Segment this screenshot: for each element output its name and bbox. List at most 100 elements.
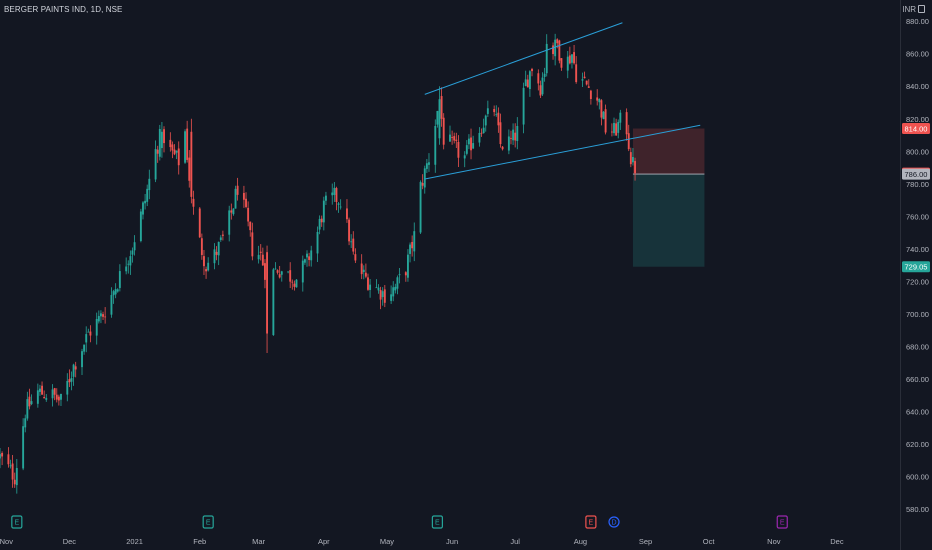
candle-body bbox=[36, 390, 39, 404]
candle-body bbox=[99, 313, 102, 317]
candle bbox=[310, 245, 313, 267]
candle bbox=[276, 269, 279, 275]
candle bbox=[232, 208, 235, 216]
event-marker-label: E bbox=[206, 520, 211, 527]
event-marker[interactable]: E bbox=[776, 515, 788, 529]
candle bbox=[499, 113, 502, 148]
event-marker[interactable]: E bbox=[431, 515, 443, 529]
candle bbox=[142, 201, 144, 220]
candle-body bbox=[22, 426, 25, 469]
candle bbox=[156, 145, 159, 163]
candle bbox=[339, 199, 342, 210]
candle-body bbox=[205, 269, 208, 272]
candle-body bbox=[335, 188, 338, 202]
candle-body bbox=[453, 136, 456, 141]
candle bbox=[346, 199, 348, 223]
candle-body bbox=[295, 279, 298, 288]
x-tick-label: Aug bbox=[574, 537, 587, 546]
candle-body bbox=[310, 250, 313, 261]
candle bbox=[89, 325, 92, 343]
x-tick-label: Mar bbox=[252, 537, 265, 546]
candle bbox=[573, 45, 576, 65]
candle bbox=[249, 221, 252, 237]
position-zones[interactable] bbox=[632, 128, 705, 267]
candle bbox=[13, 472, 16, 488]
candle-body bbox=[337, 203, 340, 205]
candle bbox=[377, 284, 380, 294]
candle bbox=[524, 70, 527, 87]
candle-body bbox=[510, 137, 512, 139]
time-axis[interactable]: Nov Dec 2021 Feb Mar Apr May Jun Jul Aug Sep Oct Nov… bbox=[0, 537, 844, 546]
candle-body bbox=[615, 123, 618, 136]
candle bbox=[160, 122, 163, 158]
candle-body bbox=[9, 465, 12, 467]
price-label: 814.00 bbox=[902, 123, 930, 135]
trendlines[interactable] bbox=[424, 22, 701, 180]
candle bbox=[470, 128, 472, 160]
event-marker[interactable]: D bbox=[608, 516, 620, 528]
candle-body bbox=[259, 251, 262, 253]
candle bbox=[110, 287, 113, 318]
trendline[interactable] bbox=[424, 22, 623, 95]
candle bbox=[316, 226, 319, 263]
candle bbox=[97, 310, 100, 324]
candle bbox=[9, 459, 12, 469]
candle bbox=[230, 203, 233, 220]
candle bbox=[139, 208, 142, 243]
candle-body bbox=[278, 274, 281, 278]
candle bbox=[295, 278, 298, 288]
earnings-icon bbox=[776, 515, 788, 529]
candle-body bbox=[215, 251, 218, 255]
candle-body bbox=[236, 185, 239, 195]
currency-text: INR bbox=[902, 5, 916, 14]
earnings-icon bbox=[202, 515, 214, 529]
candle-body bbox=[190, 131, 193, 197]
candle bbox=[419, 180, 422, 235]
candle bbox=[184, 129, 186, 164]
y-tick-label: 740.00 bbox=[906, 245, 929, 254]
candle bbox=[53, 387, 56, 401]
candle bbox=[66, 373, 69, 402]
candle bbox=[331, 183, 334, 205]
candle bbox=[1, 451, 4, 466]
candle-body bbox=[30, 401, 33, 405]
candle-body bbox=[87, 331, 90, 333]
candle-body bbox=[493, 109, 496, 113]
candle-body bbox=[556, 39, 559, 44]
candle bbox=[583, 71, 586, 79]
candle bbox=[619, 109, 622, 130]
x-tick-label: Jul bbox=[510, 537, 520, 546]
candle bbox=[131, 247, 134, 263]
event-marker[interactable]: E bbox=[585, 515, 597, 529]
candle-body bbox=[566, 56, 569, 71]
candle bbox=[85, 326, 88, 353]
candle bbox=[596, 89, 599, 106]
candle-body bbox=[70, 378, 73, 382]
candle-body bbox=[272, 269, 275, 336]
candle bbox=[158, 124, 161, 161]
candle bbox=[575, 56, 578, 84]
candle bbox=[264, 259, 266, 289]
candle-body bbox=[486, 108, 489, 114]
candle bbox=[337, 202, 340, 213]
candle-body bbox=[169, 139, 172, 148]
candle bbox=[257, 245, 260, 264]
candle bbox=[436, 110, 439, 128]
candle-body bbox=[192, 198, 195, 207]
candle-body bbox=[537, 73, 540, 84]
candle-body bbox=[354, 254, 357, 261]
candle bbox=[631, 148, 634, 166]
event-marker[interactable]: E bbox=[202, 515, 214, 529]
trendline[interactable] bbox=[424, 124, 701, 180]
event-marker[interactable]: E bbox=[11, 515, 23, 529]
candle-body bbox=[68, 379, 71, 383]
price-axis[interactable]: 880.00 860.00 840.00 820.00 800.00 780.00 760.… bbox=[906, 17, 929, 514]
candle bbox=[480, 128, 483, 137]
candle bbox=[455, 132, 458, 149]
candle bbox=[367, 273, 369, 291]
candle-body bbox=[303, 259, 306, 263]
candle-body bbox=[360, 263, 363, 275]
candle-body bbox=[89, 331, 92, 336]
